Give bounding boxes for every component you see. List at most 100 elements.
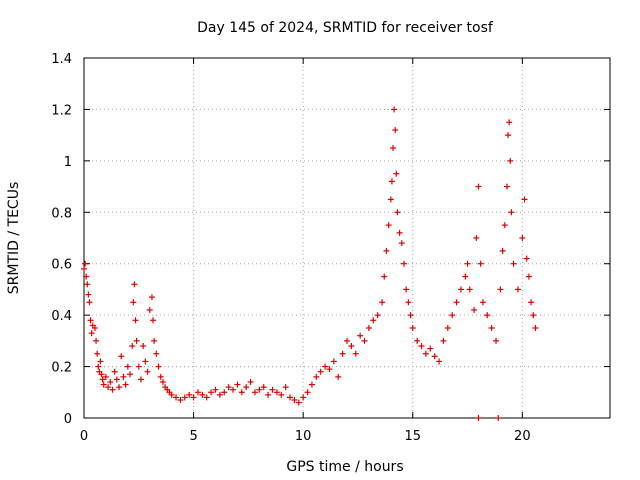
data-point [99,376,106,383]
data-point [111,368,118,375]
y-axis-label: SRMTID / TECUs [6,182,22,295]
data-point [203,394,210,401]
data-point [449,312,456,319]
data-point [422,350,429,357]
data-point [91,325,98,331]
data-point [291,397,298,403]
data-point [181,394,188,401]
data-point [95,363,102,370]
data-point [385,222,392,229]
data-point [132,317,139,324]
data-point [525,273,532,280]
data-point [379,299,386,306]
y-tick-label: 0.2 [51,361,72,376]
data-point [383,247,390,254]
data-point [251,389,258,396]
data-point [260,384,267,391]
data-point [317,368,324,375]
data-points [81,106,539,421]
data-point [148,294,155,301]
data-point [348,343,355,349]
data-point [365,325,372,331]
data-point [326,366,333,373]
data-point [528,299,535,306]
data-point [330,358,337,365]
data-point [400,260,407,267]
y-axis: 0 0.2 0.4 0.6 0.8 1 1.2 1.4 [51,52,610,427]
data-point [370,317,377,324]
data-point [150,317,157,324]
data-point [107,379,114,385]
data-point [105,384,112,391]
data-point [94,350,101,357]
data-point [507,157,514,164]
data-point [140,343,147,349]
data-point [440,337,447,344]
data-point [109,386,116,393]
data-point [131,281,138,288]
data-point [466,286,473,293]
data-point [124,363,131,370]
data-point [84,281,91,288]
data-point [144,368,151,375]
data-point [300,394,307,401]
y-tick-label: 1.4 [51,52,72,67]
data-point [256,386,263,393]
data-point [265,391,272,398]
data-point [464,260,471,267]
data-point [247,379,254,385]
data-point [234,381,241,388]
data-point [127,371,134,378]
data-point [199,391,206,398]
data-point [153,350,160,357]
data-point [295,399,302,406]
data-point [83,273,90,280]
data-point [506,119,513,126]
data-point [505,132,512,139]
data-point [394,209,401,216]
data-point [521,196,528,203]
data-point [85,291,92,298]
data-point [453,299,460,306]
data-point [436,358,443,365]
data-point [503,183,510,190]
data-point [457,286,464,293]
data-point [98,371,105,378]
data-point [396,229,403,236]
data-point [159,379,166,385]
data-point [473,235,480,241]
data-point [313,373,320,380]
data-point [475,183,482,190]
data-point [391,106,398,113]
x-tick-label: 10 [295,429,312,444]
data-point [137,376,144,383]
data-point [130,299,137,306]
data-point [155,363,162,370]
data-point [243,384,250,391]
data-point [352,350,359,357]
data-point [387,196,394,203]
data-point [361,337,368,344]
data-point [495,415,502,421]
data-point [499,247,506,254]
y-tick-label: 0.4 [51,309,72,324]
data-point [116,384,123,391]
data-point [510,260,517,267]
data-point [484,312,491,319]
data-point [532,325,539,331]
data-point [151,337,158,344]
data-point [190,394,197,401]
data-point [177,397,184,403]
data-point [475,415,482,421]
data-point [221,389,228,396]
y-tick-label: 0.8 [51,206,72,221]
data-point [304,389,311,396]
data-point [427,345,434,352]
data-point [173,394,180,401]
data-point [514,286,521,293]
data-point [88,330,95,337]
data-point [344,337,350,344]
data-point [339,350,346,357]
data-point [519,235,526,241]
plot-frame [83,57,611,419]
